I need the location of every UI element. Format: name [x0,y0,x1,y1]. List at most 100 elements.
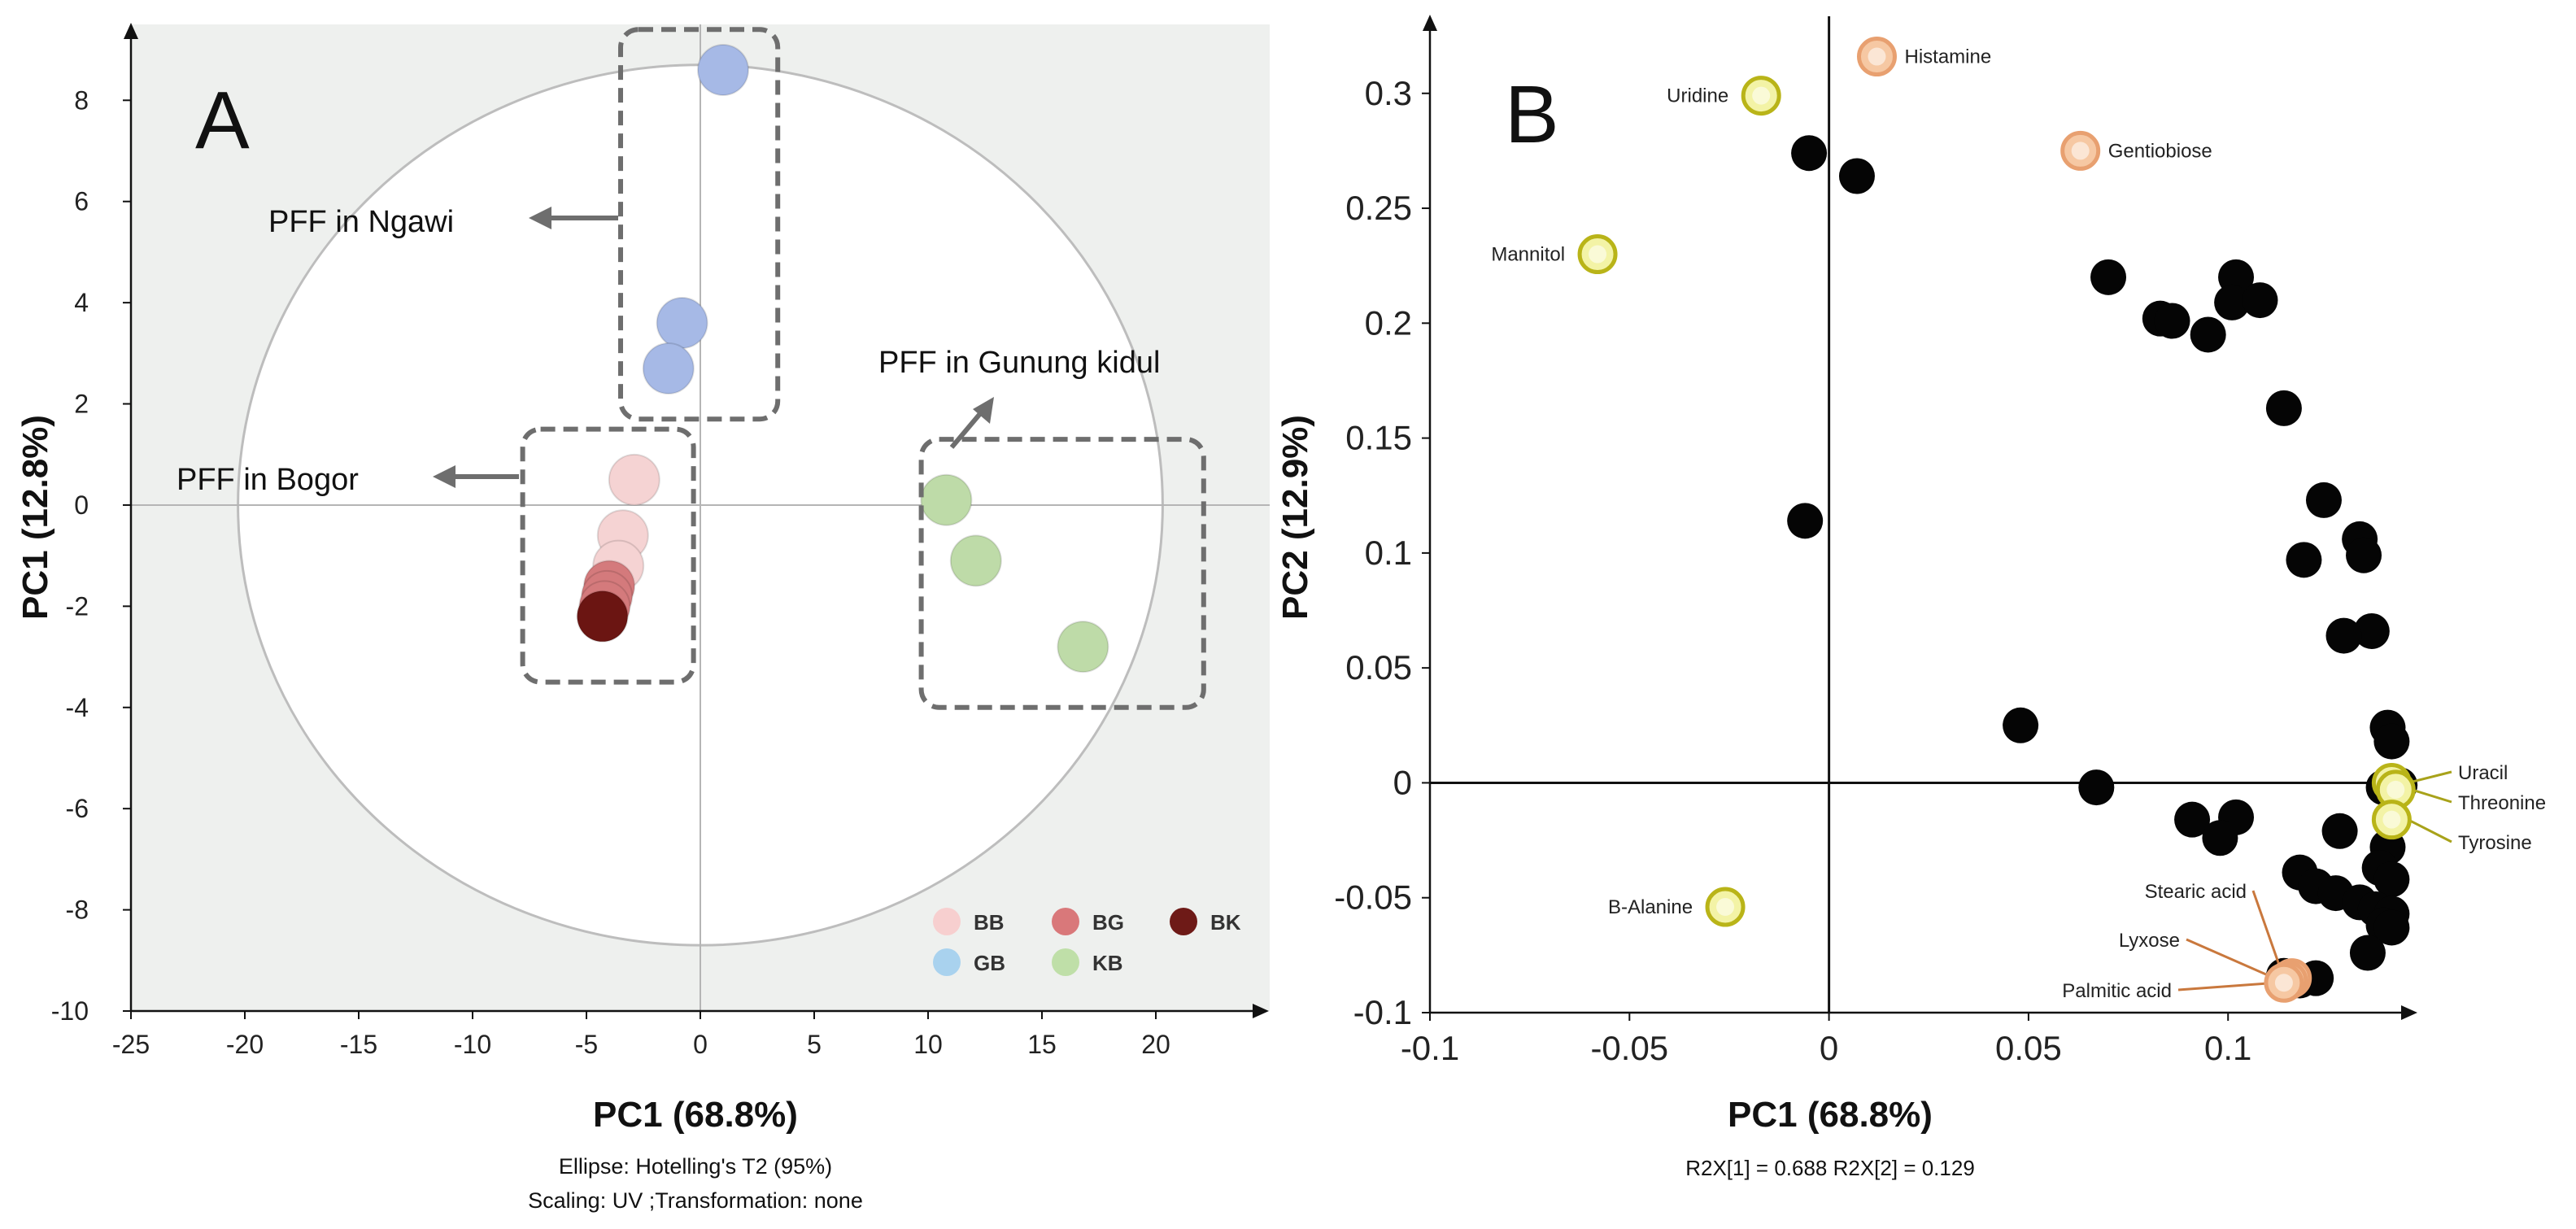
leader-uracil [2408,770,2452,784]
group-label-pff-in-ngawi: PFF in Ngawi [268,205,454,239]
x-tick-label: -25 [112,1030,150,1059]
point-kb-1 [920,473,973,526]
bogor-arrowhead [433,465,455,488]
ellipse-caption: Ellipse: Hotelling's T2 (95%) [559,1154,832,1179]
point-bk-1 [576,590,629,643]
legend-gb-label: GB [974,951,1005,975]
point-gb-2 [656,297,708,350]
variable-point-24 [2174,801,2211,838]
group-arrows [433,207,994,488]
variable-point-10 [2190,316,2226,353]
point-kb-2 [949,534,1002,587]
variable-point-21 [2078,769,2115,806]
legend-gb-swatch [933,948,961,976]
variable-point-20 [2373,723,2410,760]
leader-lyxose [2186,938,2281,982]
panel-b-x-axis-arrow [2401,1005,2417,1020]
panel-a-y-axis-arrow [124,23,138,39]
label-lyxose: Lyxose [2119,930,2180,952]
legend: BB BG BK GB KB [933,908,1241,976]
panel-b-y-label: PC2 (12.9%) [1275,415,1315,620]
variable-point-3 [1787,503,1824,539]
label-uracil: Uracil [2458,762,2508,784]
panel-a-x-label: PC1 (68.8%) [593,1095,798,1135]
label-stearic-acid: Stearic acid [2145,881,2247,903]
y-tick-label: -2 [66,591,89,621]
variable-point-12 [2305,482,2342,518]
panel-b-x-ticks: -0.1 -0.05 0 0.05 0.1 [1401,1013,2251,1067]
variable-point-14 [2346,537,2382,573]
point-highlight-gentiobiose [2071,142,2090,160]
point-highlight-tyrosine [2382,810,2401,829]
y-tick-label: 0.3 [1365,74,1412,112]
group-label-pff-in-gunung-kidul: PFF in Gunung kidul [878,346,1160,380]
variable-point-6 [2214,284,2251,320]
point-bb-1 [608,453,660,506]
label-palmitic-acid: Palmitic acid [2062,980,2172,1002]
y-tick-label: -0.1 [1353,993,1412,1031]
point-highlight-b-alanine [1716,898,1735,917]
leader-tyrosine [2407,818,2452,843]
leader-threonine [2411,788,2452,804]
variable-point-39 [2349,935,2386,971]
label-b-alanine: B-Alanine [1608,896,1693,918]
legend-bg-swatch [1052,908,1079,935]
panel-b-y-axis-arrow [1423,15,1437,31]
variable-point-38 [2373,909,2410,946]
variable-point-16 [2353,612,2390,649]
x-tick-label: 0 [693,1030,708,1059]
y-tick-label: 6 [74,187,89,216]
y-tick-label: 0.2 [1365,303,1412,342]
point-gb-3 [642,342,695,394]
legend-kb-swatch [1052,948,1079,976]
group-box-pff-in-gunung-kidul [918,437,1206,710]
variable-point-1 [1791,135,1828,172]
label-histamine: Histamine [1904,46,1991,68]
variable-point-27 [2321,813,2358,849]
variable-point-30 [2373,861,2410,898]
y-tick-label: 0.25 [1345,189,1412,227]
scaling-caption: Scaling: UV ;Transformation: none [528,1188,863,1213]
group-boxes: PFF in Ngawi PFF in Bogor PFF in Gunung ki… [177,27,1206,710]
variable-point-7 [2242,282,2278,319]
label-uridine: Uridine [1667,85,1728,107]
x-tick-label: -20 [226,1030,264,1059]
panel-b-y-ticks: -0.1 -0.05 0 0.05 0.1 0.15 0.2 0.25 0.3 [1334,74,1430,1031]
legend-bb-label: BB [974,910,1005,935]
panel-a-x-ticks: -25 -20 -15 -10 -5 0 5 10 15 20 [112,1011,1170,1059]
x-tick-label: -5 [575,1030,598,1059]
variable-point-15 [2286,542,2322,578]
panel-b-variables [1787,135,2418,999]
x-tick-label: 20 [1141,1030,1170,1059]
y-tick-label: -4 [66,693,89,722]
y-tick-label: 0 [74,490,89,520]
point-gb-1 [697,43,749,96]
y-tick-label: -6 [66,794,89,823]
variable-point-4 [2090,259,2127,295]
gunung-kidul-arrow [949,409,985,449]
y-tick-label: -10 [51,996,89,1026]
group-box-pff-in-ngawi [618,27,781,422]
panel-a-points [576,43,1109,673]
legend-bk-label: BK [1210,910,1241,935]
y-tick-label: 0 [1393,763,1412,801]
point-highlight-threonine [2386,780,2405,799]
y-tick-label: -0.05 [1334,878,1412,917]
x-tick-label: -15 [340,1030,377,1059]
panel-b-highlighted-variables: Histamine Uridine Gentiobiose Mannitol B-Ala… [1491,37,2546,1003]
y-tick-label: 0.15 [1345,419,1412,457]
variable-point-9 [2154,303,2190,339]
y-tick-label: 2 [74,390,89,419]
legend-bg-label: BG [1092,910,1124,935]
x-tick-label: -10 [454,1030,491,1059]
ngawi-arrowhead [529,207,551,229]
label-gentiobiose: Gentiobiose [2108,140,2212,162]
variable-point-26 [2202,820,2238,856]
point-highlight-uridine [1752,86,1771,105]
x-tick-label: 5 [807,1030,822,1059]
variable-point-17 [2325,617,2362,654]
x-tick-label: 0 [1820,1029,1838,1067]
label-threonine: Threonine [2458,792,2546,814]
y-tick-label: 4 [74,288,89,317]
